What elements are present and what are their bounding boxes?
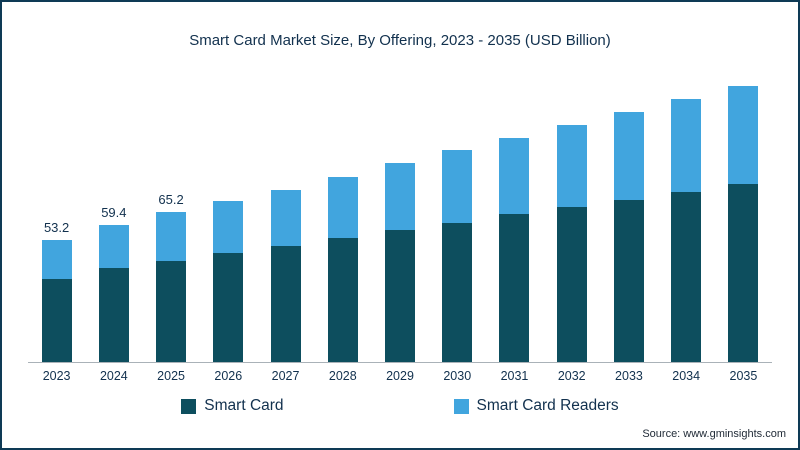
bar-total-label: 53.2	[43, 219, 70, 235]
stacked-bar	[499, 137, 530, 362]
bar-column	[429, 150, 486, 362]
segment-smart-card	[385, 229, 416, 362]
segment-smart-card-readers	[156, 212, 187, 261]
segment-smart-card	[41, 279, 72, 362]
segment-smart-card	[671, 191, 702, 362]
legend-item-smart-card-readers: Smart Card Readers	[453, 397, 619, 415]
bar-total-label: 65.2	[158, 192, 184, 208]
x-axis-tick-label: 2024	[99, 369, 128, 383]
bar-column	[600, 112, 657, 362]
chart-area: 53.2 59.4 65.2 2023 2024 2025 2026 2027 2028 202…	[28, 63, 772, 383]
x-axis-tick-label: 2033	[615, 369, 643, 383]
segment-smart-card-readers	[442, 150, 473, 223]
stacked-bar	[671, 98, 702, 362]
bar-column	[371, 163, 428, 362]
x-axis-labels: 2023 2024 2025 2026 2027 2028 2029 2030 2031 2032…	[28, 369, 772, 383]
segment-smart-card	[556, 206, 587, 362]
legend-label: Smart Card	[204, 397, 284, 414]
stacked-bar	[385, 163, 416, 362]
segment-smart-card-readers	[728, 86, 759, 184]
x-axis-tick-label: 2032	[557, 369, 586, 383]
bar-column: 65.2	[142, 192, 199, 362]
x-axis-tick-label: 2027	[271, 369, 300, 383]
segment-smart-card-readers	[499, 137, 530, 214]
segment-smart-card	[156, 260, 187, 362]
segment-smart-card	[213, 252, 244, 362]
bar-column	[486, 137, 543, 362]
x-axis-tick-label: 2030	[443, 369, 472, 383]
segment-smart-card-readers	[556, 125, 587, 207]
segment-smart-card	[728, 183, 759, 362]
x-axis-tick-label: 2026	[214, 369, 243, 383]
plot-area: 53.2 59.4 65.2	[28, 63, 772, 363]
bar-column	[658, 98, 715, 362]
stacked-bar	[98, 225, 129, 362]
stacked-bar	[556, 125, 587, 362]
bar-column	[715, 86, 772, 362]
segment-smart-card-readers	[613, 112, 644, 200]
x-axis-tick-label: 2025	[157, 369, 185, 383]
legend-label: Smart Card Readers	[476, 397, 619, 414]
x-axis-tick-label: 2035	[729, 369, 758, 383]
stacked-bar	[213, 201, 244, 362]
bar-column	[257, 189, 314, 362]
segment-smart-card-readers	[270, 189, 301, 246]
bar-total-label: 59.4	[101, 205, 127, 221]
segment-smart-card-readers	[327, 176, 358, 238]
segment-smart-card-readers	[41, 239, 72, 280]
legend-swatch	[181, 398, 197, 414]
bar-column	[543, 125, 600, 362]
segment-smart-card-readers	[213, 201, 244, 253]
segment-smart-card-readers	[385, 163, 416, 230]
segment-smart-card	[613, 199, 644, 362]
bar-column: 59.4	[85, 205, 142, 362]
stacked-bar	[327, 176, 358, 362]
legend: Smart Card Smart Card Readers	[2, 397, 798, 415]
x-axis-tick-label: 2023	[42, 369, 71, 383]
source-attribution: Source: www.gminsights.com	[642, 428, 786, 440]
legend-item-smart-card: Smart Card	[181, 397, 284, 415]
segment-smart-card	[270, 245, 301, 362]
x-axis-tick-label: 2028	[328, 369, 357, 383]
segment-smart-card-readers	[98, 225, 129, 268]
segment-smart-card	[442, 222, 473, 362]
segment-smart-card-readers	[671, 98, 702, 192]
x-axis-tick-label: 2029	[386, 369, 414, 383]
segment-smart-card	[98, 267, 129, 362]
stacked-bar	[41, 239, 72, 362]
x-axis-tick-label: 2034	[672, 369, 701, 383]
stacked-bar	[613, 112, 644, 362]
bar-column: 53.2	[28, 220, 85, 362]
stacked-bar	[156, 212, 187, 362]
bar-column	[200, 201, 257, 362]
x-axis-tick-label: 2031	[500, 369, 529, 383]
segment-smart-card	[499, 213, 530, 362]
bar-column	[314, 176, 371, 362]
segment-smart-card	[327, 237, 358, 362]
chart-title: Smart Card Market Size, By Offering, 202…	[189, 32, 611, 49]
stacked-bar	[442, 150, 473, 362]
legend-swatch	[453, 398, 469, 414]
stacked-bar	[728, 86, 759, 362]
stacked-bar	[270, 189, 301, 362]
